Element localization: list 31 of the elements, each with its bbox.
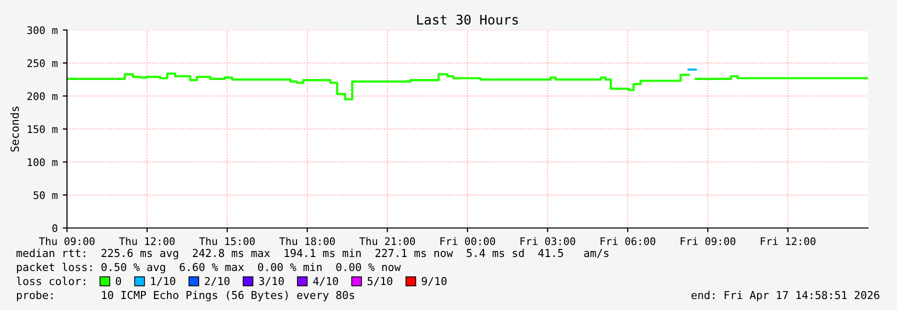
y-tick-label: 0 [52, 224, 58, 232]
legend-label: 4/10 [313, 276, 338, 286]
legend-label: 3/10 [259, 276, 284, 286]
x-tick-label: Fri 06:00 [600, 237, 656, 246]
chart-title: Last 30 Hours [417, 14, 518, 25]
x-tick-label: Thu 15:00 [199, 237, 255, 246]
y-tick-label: 300 m [27, 26, 58, 34]
x-tick-label: Thu 09:00 [39, 237, 95, 246]
y-tick-label: 200 m [27, 92, 58, 100]
y-tick-label: 100 m [28, 158, 58, 166]
text: probe: 10 ICMP Echo Pings (56 Bytes) every 80s [17, 290, 354, 302]
text: packet loss: 0.50 % avg 6.60 % max 0.00 % min 0.00 % now [17, 262, 401, 274]
x-tick-label: Thu 21:00 [359, 237, 415, 246]
x-tick-label: Thu 18:00 [279, 237, 335, 246]
legend-label: 5/10 [368, 276, 392, 286]
y-axis-title: Seconds [10, 106, 19, 152]
x-tick-label: Fri 00:00 [440, 237, 496, 246]
text: median rtt: 225.6 ms avg 242.8 ms max 194.1 ms min 227.1 ms now 5.4 ms sd 41.5 am/s [16, 248, 608, 260]
y-tick-label: 50 m [34, 191, 58, 200]
x-tick-label: Fri 03:00 [520, 237, 576, 246]
x-tick-label: Fri 09:00 [680, 237, 736, 246]
legend-label: 1/10 [151, 276, 176, 286]
x-tick-label: Fri 12:00 [760, 237, 816, 246]
legend-label: 2/10 [204, 276, 230, 286]
legend-label: 9/10 [422, 276, 447, 286]
x-tick-label: Thu 12:00 [119, 237, 175, 246]
y-tick-label: 250 m [27, 59, 58, 68]
y-tick-label: 150 m [28, 125, 58, 134]
text: end: Fri Apr 17 14:58:51 2026 [692, 290, 880, 302]
legend-label: 0 [116, 276, 121, 286]
legend-title: loss color: [16, 276, 86, 286]
